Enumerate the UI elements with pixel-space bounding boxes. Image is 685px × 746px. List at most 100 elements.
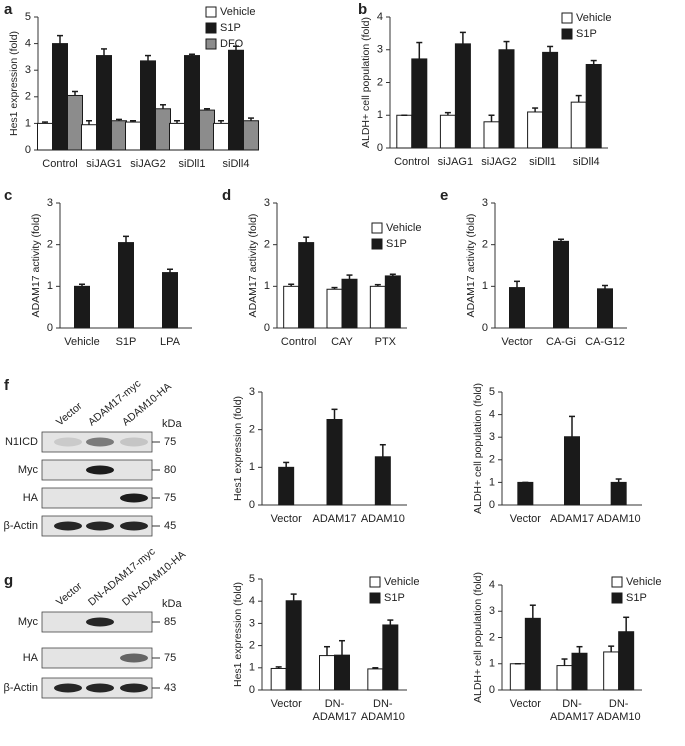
y-tick-label: 0 [482, 322, 488, 334]
bar [283, 285, 300, 329]
bar [243, 120, 259, 151]
y-tick-label: 1 [47, 280, 53, 292]
legend-swatch [205, 38, 217, 50]
bar [610, 481, 627, 506]
row-label: N1ICD [5, 436, 38, 448]
blot-band [120, 521, 148, 531]
legend-label: Vehicle [626, 576, 661, 588]
unit-label: kDa [162, 598, 182, 610]
legend-swatch [611, 576, 623, 588]
legend-label: S1P [386, 238, 407, 250]
y-tick-label: 4 [249, 595, 255, 607]
bar [81, 124, 97, 151]
legend-label: Vehicle [384, 576, 419, 588]
bar [570, 101, 587, 149]
legend-swatch [369, 576, 381, 588]
bar [184, 55, 200, 151]
y-tick-label: 5 [489, 386, 495, 398]
y-tick-label: 2 [47, 239, 53, 251]
legend-swatch [611, 592, 623, 604]
bar [618, 631, 635, 691]
y-tick-label: 0 [25, 144, 31, 156]
y-tick-label: 3 [249, 617, 255, 629]
x-tick-label: siDll4 [223, 158, 250, 170]
bar [326, 418, 343, 506]
y-tick-label: 1 [264, 280, 270, 292]
y-tick-label: 4 [489, 579, 495, 591]
y-axis-label: ADAM17 activity (fold) [247, 214, 259, 318]
x-tick-label: Vehicle [64, 336, 99, 348]
bar [483, 121, 500, 149]
panel-label: b [358, 1, 367, 18]
x-tick-label: siJAG1 [86, 158, 121, 170]
legend-swatch [561, 12, 573, 24]
bar [564, 436, 580, 506]
blot-band [54, 437, 82, 447]
marker-label: 75 [164, 652, 176, 664]
bar [118, 242, 134, 329]
y-tick-label: 1 [482, 280, 488, 292]
legend-label: Vehicle [576, 12, 611, 24]
bar [553, 240, 569, 329]
blot-band [54, 683, 82, 693]
legend-label: S1P [576, 28, 597, 40]
bar [140, 60, 156, 151]
row-label: Myc [18, 464, 39, 476]
bar [517, 481, 534, 506]
x-tick-label: DN- [609, 698, 629, 710]
x-tick-label: ADAM10 [361, 711, 405, 723]
y-axis-label: ADAM17 activity (fold) [465, 214, 477, 318]
y-tick-label: 3 [489, 431, 495, 443]
panel-label: a [4, 1, 13, 18]
y-tick-label: 5 [249, 573, 255, 585]
panel-label: c [4, 187, 12, 204]
y-tick-label: 0 [489, 684, 495, 696]
y-tick-label: 2 [25, 91, 31, 103]
bar [199, 109, 215, 151]
bar [411, 58, 428, 149]
y-tick-label: 2 [249, 424, 255, 436]
x-tick-label: Control [42, 158, 77, 170]
y-axis-label: Hes1 expression (fold) [232, 396, 244, 501]
x-tick-label: PTX [375, 336, 397, 348]
x-tick-label: ADAM17 [550, 711, 594, 723]
blot-band [86, 521, 114, 531]
y-axis-label: ALDH+ cell population (fold) [472, 383, 484, 514]
y-tick-label: 1 [489, 658, 495, 670]
bar [509, 287, 525, 329]
y-axis-label: ALDH+ cell population (fold) [472, 572, 484, 703]
x-tick-label: DN- [325, 698, 345, 710]
legend-swatch [371, 238, 383, 250]
bar [374, 456, 391, 506]
bar [155, 108, 171, 151]
bar [125, 121, 141, 151]
legend-swatch [205, 22, 217, 34]
y-tick-label: 0 [489, 499, 495, 511]
blot-band [86, 465, 114, 475]
bar [326, 288, 343, 329]
x-tick-label: ADAM10 [597, 711, 641, 723]
marker-label: 45 [164, 520, 176, 532]
y-tick-label: 1 [249, 461, 255, 473]
y-tick-label: 0 [377, 142, 383, 154]
bar [37, 122, 53, 151]
lane-label: Vector [54, 400, 85, 429]
marker-label: 75 [164, 436, 176, 448]
x-tick-label: CA-Gi [546, 336, 576, 348]
y-tick-label: 1 [489, 476, 495, 488]
x-tick-label: S1P [116, 336, 137, 348]
y-tick-label: 3 [249, 386, 255, 398]
blot-band [86, 683, 114, 693]
row-label: HA [23, 652, 39, 664]
x-tick-label: ADAM10 [361, 513, 405, 525]
x-tick-label: DN- [373, 698, 393, 710]
x-tick-label: LPA [160, 336, 181, 348]
lane-label: Vector [54, 580, 85, 609]
y-tick-label: 2 [489, 454, 495, 466]
y-tick-label: 2 [249, 640, 255, 652]
legend-label: S1P [626, 592, 647, 604]
bar [439, 114, 456, 149]
bar [285, 600, 302, 691]
bar [319, 655, 335, 691]
